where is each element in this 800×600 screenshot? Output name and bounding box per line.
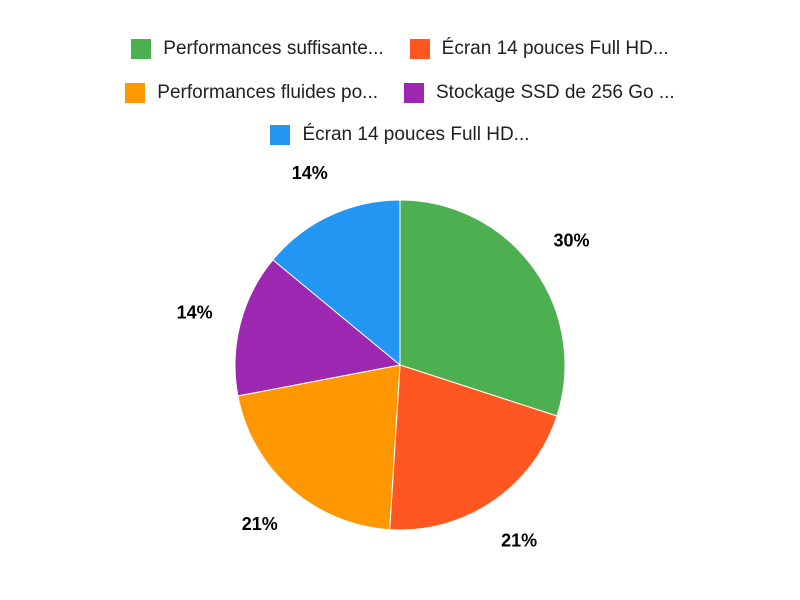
slice-data-label: 14%	[292, 163, 328, 183]
legend-swatch	[131, 39, 152, 59]
legend-row: Performances suffisante... Écran 14 pouc…	[0, 38, 800, 60]
legend-label: Écran 14 pouces Full HD...	[302, 124, 530, 145]
slice-data-label: 21%	[242, 514, 278, 534]
legend-item[interactable]: Stockage SSD de 256 Go ...	[404, 82, 675, 104]
legend-swatch	[404, 83, 424, 103]
pie-slice[interactable]	[272, 199, 401, 367]
legend-swatch	[409, 39, 430, 59]
legend-item[interactable]: Performances fluides po...	[125, 82, 378, 104]
legend-label: Performances suffisante...	[163, 38, 384, 59]
legend-row: Performances fluides po... Stockage SSD …	[0, 82, 800, 104]
legend-swatch	[270, 125, 291, 145]
legend-swatch	[125, 83, 146, 103]
legend-label: Écran 14 pouces Full HD...	[441, 38, 669, 59]
slice-data-label: 21%	[501, 530, 537, 550]
pie-slice[interactable]	[237, 364, 401, 531]
legend-row: Écran 14 pouces Full HD...	[0, 124, 800, 146]
legend-item[interactable]: Écran 14 pouces Full HD...	[409, 38, 669, 60]
legend-label: Stockage SSD de 256 Go ...	[436, 82, 675, 103]
slice-data-label: 30%	[553, 230, 589, 250]
legend-item[interactable]: Performances suffisante...	[131, 38, 384, 60]
pie-slice[interactable]	[389, 364, 558, 531]
pie-slice[interactable]	[399, 199, 566, 417]
legend-item[interactable]: Écran 14 pouces Full HD...	[270, 124, 530, 146]
legend-label: Performances fluides po...	[157, 82, 378, 103]
pie-slice[interactable]	[234, 259, 402, 397]
slice-data-label: 14%	[177, 302, 213, 322]
